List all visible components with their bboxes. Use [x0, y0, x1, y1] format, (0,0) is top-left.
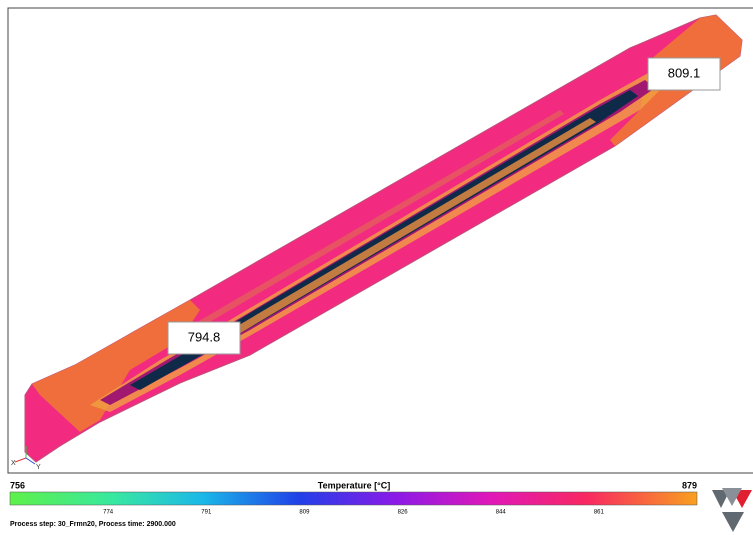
part — [24, 14, 743, 463]
annotation-label: 809.1 — [668, 65, 701, 80]
colorbar-ticks: 774 791 809 826 844 861 — [103, 510, 604, 516]
view-frame — [7, 7, 753, 474]
colorbar — [9, 491, 698, 506]
colorbar-tick-label: 774 — [103, 510, 114, 516]
colorbar-title: Temperature [°C] — [318, 480, 390, 490]
colorbar-tick-label: 809 — [299, 510, 310, 516]
annotation-box — [167, 321, 241, 355]
triad: X Y — [11, 446, 41, 471]
triad-label: Y — [36, 464, 41, 471]
colorbar-min: 756 — [10, 480, 25, 490]
status-text: Process step: 30_Frmn20, Process time: 2… — [10, 521, 176, 528]
colorbar-tick-label: 861 — [594, 510, 605, 516]
annotation-box — [647, 57, 721, 91]
colorbar-max: 879 — [682, 480, 697, 490]
colorbar-tick-label: 826 — [398, 510, 409, 516]
triad-label: X — [11, 460, 16, 467]
annotation-label: 794.8 — [188, 329, 221, 344]
logo — [712, 488, 752, 532]
colorbar-tick-label: 844 — [496, 510, 507, 516]
colorbar-tick-label: 791 — [201, 510, 212, 516]
